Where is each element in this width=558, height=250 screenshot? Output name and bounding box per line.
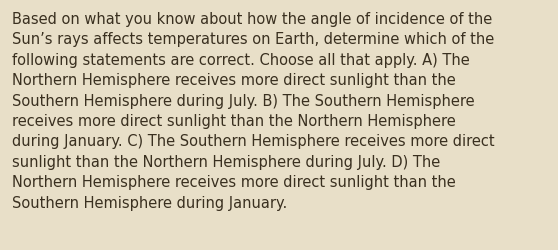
Text: Based on what you know about how the angle of incidence of the
Sun’s rays affect: Based on what you know about how the ang… bbox=[12, 12, 494, 210]
